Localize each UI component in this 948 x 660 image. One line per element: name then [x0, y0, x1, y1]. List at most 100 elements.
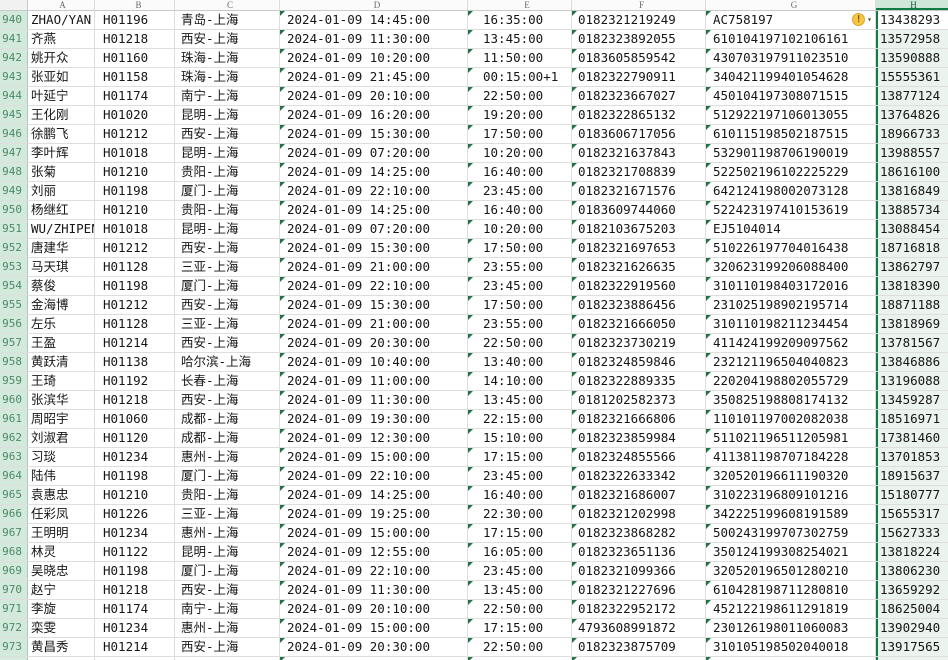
cell-route[interactable]: 厦门-上海 — [175, 562, 280, 580]
cell-arrive[interactable]: 16:40:00 — [468, 201, 572, 219]
cell-phone[interactable]: 13572958 — [876, 30, 948, 48]
cell-idno[interactable]: 510226197704016438 — [706, 239, 876, 257]
cell-order[interactable]: 0182323886456 — [572, 296, 706, 314]
cell-flight[interactable]: H01160 — [95, 49, 175, 67]
cell-arrive[interactable]: 23:45:00 — [468, 182, 572, 200]
cell-order[interactable]: 0182103675203 — [572, 220, 706, 238]
cell-order[interactable]: 0182323730219 — [572, 334, 706, 352]
cell-phone[interactable]: 13659292 — [876, 581, 948, 599]
cell-route[interactable]: 成都-上海 — [175, 429, 280, 447]
cell-order[interactable] — [572, 657, 706, 660]
cell-order[interactable]: 0182321708839 — [572, 163, 706, 181]
cell-idno[interactable]: 310105198502040018 — [706, 638, 876, 656]
cell-flight[interactable]: H01120 — [95, 429, 175, 447]
row-header[interactable]: 970 — [0, 581, 28, 599]
cell-name[interactable]: 李旋 — [28, 600, 95, 618]
cell-arrive[interactable]: 10:20:00 — [468, 220, 572, 238]
row-header[interactable]: 951 — [0, 220, 28, 238]
cell-phone[interactable]: 13088454 — [876, 220, 948, 238]
row-header[interactable]: 971 — [0, 600, 28, 618]
cell-idno[interactable]: 522502196102225229 — [706, 163, 876, 181]
cell-route[interactable]: 青岛-上海 — [175, 11, 280, 29]
cell-flight[interactable]: H01212 — [95, 125, 175, 143]
cell-idno[interactable]: 610104197102106161 — [706, 30, 876, 48]
cell-order[interactable]: 0182323667027 — [572, 87, 706, 105]
cell-route[interactable]: 西安-上海 — [175, 334, 280, 352]
cell-flight[interactable]: H01226 — [95, 505, 175, 523]
cell-route[interactable]: 贵阳-上海 — [175, 486, 280, 504]
error-check-button[interactable]: ! ▾ — [852, 13, 872, 26]
cell-name[interactable]: 金海博 — [28, 296, 95, 314]
cell-phone[interactable]: 18871188 — [876, 296, 948, 314]
row-header[interactable]: 972 — [0, 619, 28, 637]
cell-idno[interactable]: 220204198802055729 — [706, 372, 876, 390]
cell-name[interactable]: 马天琪 — [28, 258, 95, 276]
cell-arrive[interactable]: 16:35:00 — [468, 11, 572, 29]
cell-arrive[interactable]: 15:10:00 — [468, 429, 572, 447]
cell-order[interactable]: 0183605859542 — [572, 49, 706, 67]
cell-flight[interactable]: H01122 — [95, 543, 175, 561]
cell-idno[interactable]: 610428198711280810 — [706, 581, 876, 599]
cell-depart[interactable]: 2024-01-09 07:20:00 — [280, 220, 468, 238]
cell-name[interactable]: ZHAO/YAN — [28, 11, 95, 29]
cell-depart[interactable]: 2024-01-09 15:00:00 — [280, 619, 468, 637]
cell-idno[interactable]: 342225199608191589 — [706, 505, 876, 523]
cell-flight[interactable]: H01138 — [95, 353, 175, 371]
cell-route[interactable]: 成都-上海 — [175, 410, 280, 428]
cell-order[interactable]: 0182322952172 — [572, 600, 706, 618]
cell-order[interactable]: 0182322790911 — [572, 68, 706, 86]
cell-order[interactable]: 0182322889335 — [572, 372, 706, 390]
cell-route[interactable] — [175, 657, 280, 660]
cell-arrive[interactable]: 00:15:00+1 — [468, 68, 572, 86]
cell-phone[interactable]: 13764826 — [876, 106, 948, 124]
cell-order[interactable]: 0182321697653 — [572, 239, 706, 257]
cell-order[interactable]: 0182321671576 — [572, 182, 706, 200]
cell-idno[interactable]: 320520196611190320 — [706, 467, 876, 485]
cell-name[interactable]: 徐鹏飞 — [28, 125, 95, 143]
row-header[interactable]: 953 — [0, 258, 28, 276]
cell-order[interactable]: 0182321666806 — [572, 410, 706, 428]
cell-name[interactable]: 周昭宇 — [28, 410, 95, 428]
row-header[interactable]: 968 — [0, 543, 28, 561]
row-header[interactable]: 960 — [0, 391, 28, 409]
cell-flight[interactable]: H01210 — [95, 201, 175, 219]
cell-depart[interactable]: 2024-01-09 22:10:00 — [280, 277, 468, 295]
cell-order[interactable]: 0182321099366 — [572, 562, 706, 580]
cell-idno[interactable]: 110101197002082038 — [706, 410, 876, 428]
cell-name[interactable]: 任彩凤 — [28, 505, 95, 523]
cell-idno[interactable]: 310110198403172016 — [706, 277, 876, 295]
cell-order[interactable]: 0182323875709 — [572, 638, 706, 656]
cell-depart[interactable]: 2024-01-09 15:00:00 — [280, 448, 468, 466]
cell-order[interactable]: 0182321666050 — [572, 315, 706, 333]
cell-order[interactable]: 0182321227696 — [572, 581, 706, 599]
cell-phone[interactable]: 13806230 — [876, 562, 948, 580]
cell-order[interactable]: 0182321686007 — [572, 486, 706, 504]
cell-flight[interactable]: H01196 — [95, 11, 175, 29]
cell-flight[interactable]: H01018 — [95, 144, 175, 162]
cell-arrive[interactable]: 22:50:00 — [468, 600, 572, 618]
row-header[interactable]: 944 — [0, 87, 28, 105]
cell-phone[interactable]: 18716818 — [876, 239, 948, 257]
column-header-E[interactable]: E — [468, 0, 572, 10]
column-header-H[interactable]: H — [876, 0, 948, 10]
cell-name[interactable]: 袁惠忠 — [28, 486, 95, 504]
cell-phone[interactable]: 18915637 — [876, 467, 948, 485]
row-header[interactable]: 959 — [0, 372, 28, 390]
cell-phone[interactable]: 15555361 — [876, 68, 948, 86]
cell-depart[interactable]: 2024-01-09 15:00:00 — [280, 524, 468, 542]
cell-idno[interactable]: 430703197911023510 — [706, 49, 876, 67]
cell-name[interactable]: 蔡俊 — [28, 277, 95, 295]
cell-phone[interactable]: 13902940 — [876, 619, 948, 637]
cell-arrive[interactable]: 19:20:00 — [468, 106, 572, 124]
cell-name[interactable]: 唐建华 — [28, 239, 95, 257]
cell-depart[interactable]: 2024-01-09 20:30:00 — [280, 638, 468, 656]
cell-order[interactable]: 0182322919560 — [572, 277, 706, 295]
cell-depart[interactable]: 2024-01-09 19:25:00 — [280, 505, 468, 523]
cell-route[interactable]: 西安-上海 — [175, 638, 280, 656]
cell-route[interactable]: 南宁-上海 — [175, 600, 280, 618]
cell-idno[interactable]: 340421199401054628 — [706, 68, 876, 86]
cell-name[interactable]: 刘淑君 — [28, 429, 95, 447]
cell-phone[interactable]: 13196088 — [876, 372, 948, 390]
cell-arrive[interactable]: 23:45:00 — [468, 277, 572, 295]
cell-phone[interactable]: 13877124 — [876, 87, 948, 105]
